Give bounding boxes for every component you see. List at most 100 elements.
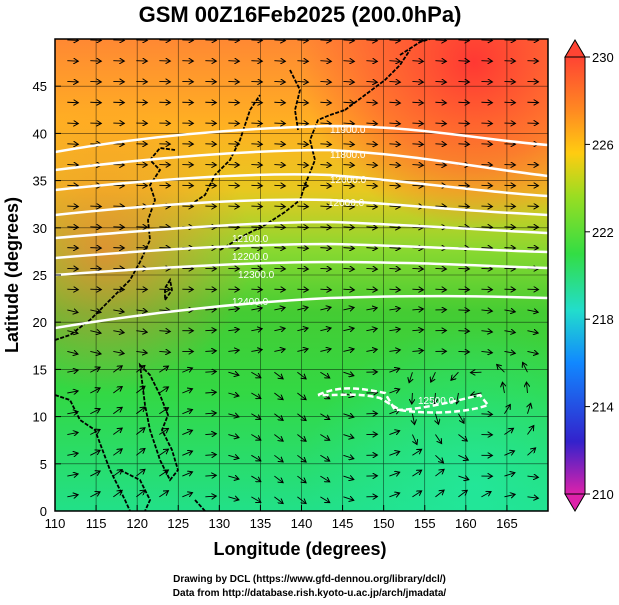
wind-arrow — [182, 493, 192, 497]
wind-arrow — [274, 185, 285, 186]
y-axis-label: Latitude (degrees) — [2, 197, 22, 353]
wind-arrow — [274, 123, 285, 124]
x-tick-label: 135 — [250, 516, 272, 531]
wind-arrow — [389, 451, 399, 455]
colorbar-tick-label: 222 — [592, 225, 614, 240]
wind-arrow — [320, 307, 331, 310]
wind-arrow — [389, 144, 400, 145]
wind-arrow — [481, 165, 492, 166]
contour-labels: 11900.0 11800.0 12000.0 12000.0 12100.0 … — [232, 125, 455, 407]
wind-arrow — [182, 472, 192, 476]
wind-arrow — [320, 289, 331, 290]
wind-arrow — [366, 329, 377, 331]
wind-arrow — [205, 351, 216, 352]
wind-arrow — [412, 102, 423, 103]
wind-arrow — [113, 366, 122, 373]
wind-arrow — [228, 309, 239, 310]
credit-drawing: Drawing by DCL (https://www.gfd-dennou.o… — [173, 574, 446, 585]
wind-arrow — [389, 431, 399, 435]
wind-arrow — [481, 144, 492, 145]
wind-arrow — [159, 408, 168, 415]
wind-arrow — [504, 351, 515, 353]
wind-arrow — [320, 268, 331, 269]
wind-arrow — [527, 403, 530, 414]
wind-arrow — [343, 497, 353, 500]
wind-arrow — [136, 407, 145, 415]
coast-kurils — [344, 49, 411, 111]
wind-arrow — [504, 404, 510, 415]
wind-arrow — [343, 185, 354, 186]
wind-arrow — [251, 40, 262, 41]
wind-arrow — [297, 392, 306, 400]
wind-arrow — [90, 492, 100, 498]
wind-arrow — [389, 40, 400, 41]
wind-arrow — [320, 144, 331, 145]
coast-philippines — [138, 362, 179, 482]
wind-arrow — [113, 407, 122, 415]
wind-arrow — [297, 496, 306, 504]
x-tick-label: 165 — [496, 516, 518, 531]
contour-label: 12000.0 — [330, 175, 367, 186]
wind-arrow — [136, 331, 147, 332]
y-axis-ticks: 0 5 10 15 20 25 30 35 40 45 — [33, 79, 61, 519]
wind-arrow — [67, 432, 78, 434]
wind-arrow — [205, 434, 216, 435]
wind-arrow — [297, 206, 308, 207]
y-tick-label: 20 — [33, 315, 47, 330]
wind-arrow — [412, 144, 423, 145]
wind-arrow — [159, 331, 170, 332]
wind-arrow — [274, 102, 285, 103]
coast-sakhalin — [289, 69, 301, 131]
wind-arrow — [67, 102, 78, 103]
colorbar-ticks: 230 226 222 218 214 210 — [585, 50, 614, 502]
wind-arrow — [67, 81, 78, 82]
wind-arrow — [228, 393, 239, 396]
wind-arrow — [297, 371, 306, 379]
wind-arrow — [228, 455, 239, 458]
wind-arrow — [458, 490, 467, 498]
wind-arrow — [320, 81, 331, 82]
wind-arrow — [343, 414, 353, 417]
wind-arrow — [504, 310, 515, 312]
wind-arrow — [434, 392, 435, 404]
wind-arrow — [458, 81, 469, 82]
contour-line — [55, 124, 548, 154]
wind-arrow — [504, 473, 514, 476]
coast-japan — [219, 109, 346, 251]
wind-arrow — [458, 434, 467, 442]
wind-arrow — [343, 349, 354, 351]
wind-arrow — [366, 308, 377, 310]
wind-arrow — [481, 331, 492, 332]
wind-arrow — [527, 448, 535, 456]
wind-arrow — [113, 331, 124, 333]
wind-arrow — [251, 81, 262, 82]
wind-arrow — [389, 123, 400, 124]
colorbar-tick-label: 210 — [592, 487, 614, 502]
wind-arrow — [481, 289, 492, 290]
wind-arrow — [320, 475, 329, 482]
map-plot-area: 11900.0 11800.0 12000.0 12000.0 12100.0 … — [55, 39, 548, 511]
wind-arrow — [343, 328, 354, 330]
wind-arrow — [458, 331, 469, 332]
wind-arrow — [182, 410, 192, 414]
wind-arrow — [251, 413, 260, 420]
wind-arrow — [497, 364, 505, 373]
wind-arrow — [343, 476, 353, 479]
contour-line — [55, 148, 548, 178]
wind-arrow — [366, 165, 377, 166]
wind-arrow — [90, 388, 100, 394]
wind-arrow — [297, 349, 308, 352]
wind-arrow — [481, 206, 492, 207]
wind-arrow — [228, 435, 239, 438]
wind-arrow — [297, 227, 308, 228]
height-contours — [55, 124, 548, 414]
wind-arrow — [251, 329, 262, 331]
y-tick-label: 5 — [40, 457, 47, 472]
wind-arrow — [228, 476, 239, 479]
wind-arrow — [412, 165, 423, 166]
wind-arrow — [182, 430, 192, 434]
wind-arrow — [435, 206, 446, 207]
wind-arrow — [502, 382, 504, 394]
wind-arrow — [481, 123, 492, 124]
wind-arrow — [67, 165, 78, 166]
